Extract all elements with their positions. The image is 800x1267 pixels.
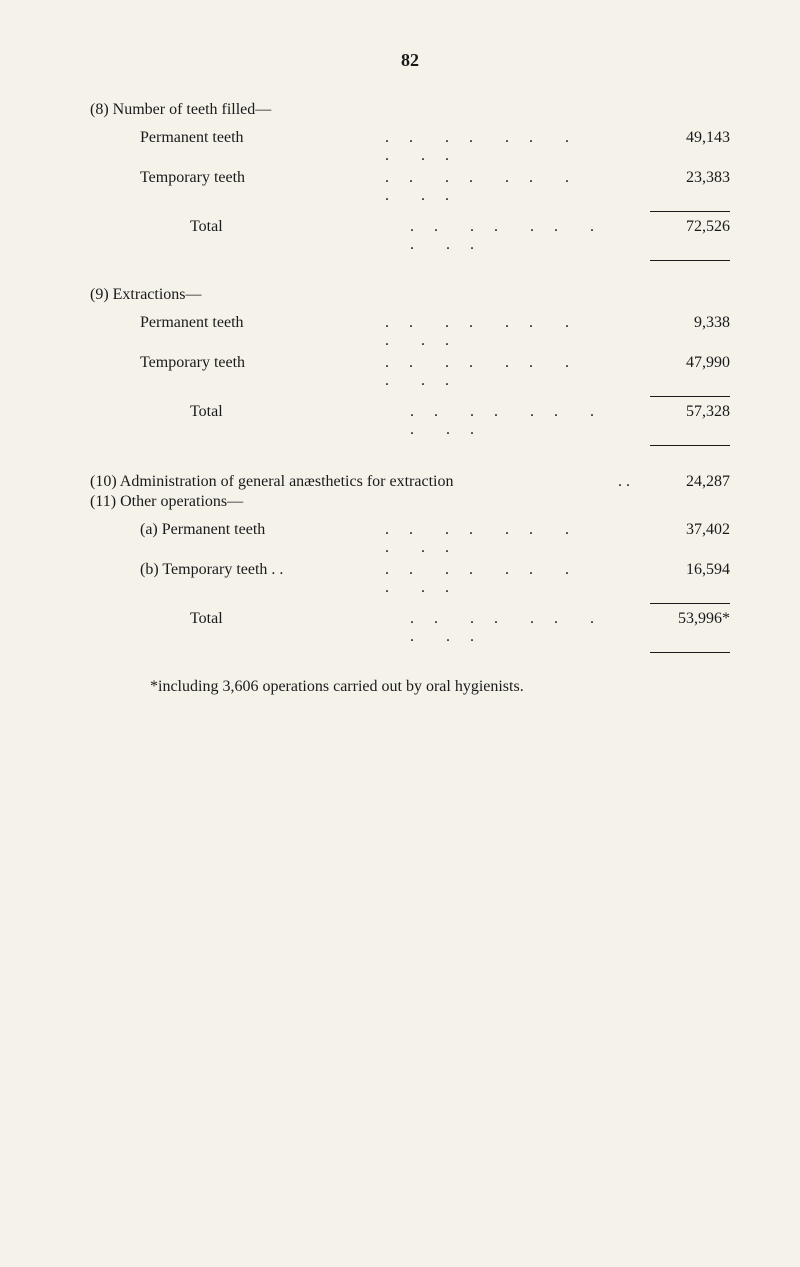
- dots: . . . . . . . . . .: [385, 521, 630, 557]
- row-label: (a) Permanent teeth: [90, 521, 385, 557]
- row-value: 16,594: [630, 561, 730, 597]
- row-value: 47,990: [630, 354, 730, 390]
- page-container: 82 (8) Number of teeth filled— Permanent…: [0, 0, 800, 696]
- dots: . . . . . . . . . .: [385, 314, 630, 350]
- section-9-title: (9) Extractions—: [90, 286, 730, 304]
- table-row: Permanent teeth . . . . . . . . . . 49,1…: [90, 127, 730, 167]
- row-value: 24,287: [630, 473, 730, 491]
- dots: . .: [618, 473, 630, 491]
- table-row: Temporary teeth . . . . . . . . . . 47,9…: [90, 352, 730, 392]
- row-label: (b) Temporary teeth . .: [90, 561, 385, 597]
- dots: . . . . . . . . . .: [385, 354, 630, 390]
- section-10-title: (10) Administration of general anæstheti…: [90, 473, 618, 491]
- divider: [650, 603, 730, 604]
- dots: . . . . . . . . . .: [410, 610, 630, 646]
- row-label: Temporary teeth: [90, 354, 385, 390]
- divider: [650, 260, 730, 261]
- table-row: (b) Temporary teeth . . . . . . . . . . …: [90, 559, 730, 599]
- total-row: Total . . . . . . . . . . 72,526: [90, 216, 730, 256]
- total-value: 72,526: [630, 218, 730, 254]
- page-number: 82: [90, 50, 730, 71]
- row-value: 23,383: [630, 169, 730, 205]
- total-label: Total: [90, 610, 410, 646]
- section-10-11: (10) Administration of general anæstheti…: [90, 471, 730, 653]
- divider: [650, 445, 730, 446]
- row-value: 9,338: [630, 314, 730, 350]
- total-value: 53,996*: [630, 610, 730, 646]
- total-row: Total . . . . . . . . . . 53,996*: [90, 608, 730, 648]
- table-row: (a) Permanent teeth . . . . . . . . . . …: [90, 519, 730, 559]
- table-row: Permanent teeth . . . . . . . . . . 9,33…: [90, 312, 730, 352]
- row-label: Permanent teeth: [90, 129, 385, 165]
- dots: . . . . . . . . . .: [410, 218, 630, 254]
- dots: . . . . . . . . . .: [385, 169, 630, 205]
- row-value: 37,402: [630, 521, 730, 557]
- section-8: (8) Number of teeth filled— Permanent te…: [90, 101, 730, 261]
- total-label: Total: [90, 403, 410, 439]
- dots: . . . . . . . . . .: [385, 129, 630, 165]
- section-11-title: (11) Other operations—: [90, 493, 730, 511]
- divider: [650, 652, 730, 653]
- divider: [650, 211, 730, 212]
- row-label: Permanent teeth: [90, 314, 385, 350]
- row-value: 49,143: [630, 129, 730, 165]
- row-label: Temporary teeth: [90, 169, 385, 205]
- footnote: *including 3,606 operations carried out …: [90, 678, 730, 696]
- dots: . . . . . . . . . .: [385, 561, 630, 597]
- divider: [650, 396, 730, 397]
- total-row: Total . . . . . . . . . . 57,328: [90, 401, 730, 441]
- total-label: Total: [90, 218, 410, 254]
- section-8-title: (8) Number of teeth filled—: [90, 101, 730, 119]
- dots: . . . . . . . . . .: [410, 403, 630, 439]
- table-row: Temporary teeth . . . . . . . . . . 23,3…: [90, 167, 730, 207]
- table-row: (10) Administration of general anæstheti…: [90, 471, 730, 493]
- total-value: 57,328: [630, 403, 730, 439]
- section-9: (9) Extractions— Permanent teeth . . . .…: [90, 286, 730, 446]
